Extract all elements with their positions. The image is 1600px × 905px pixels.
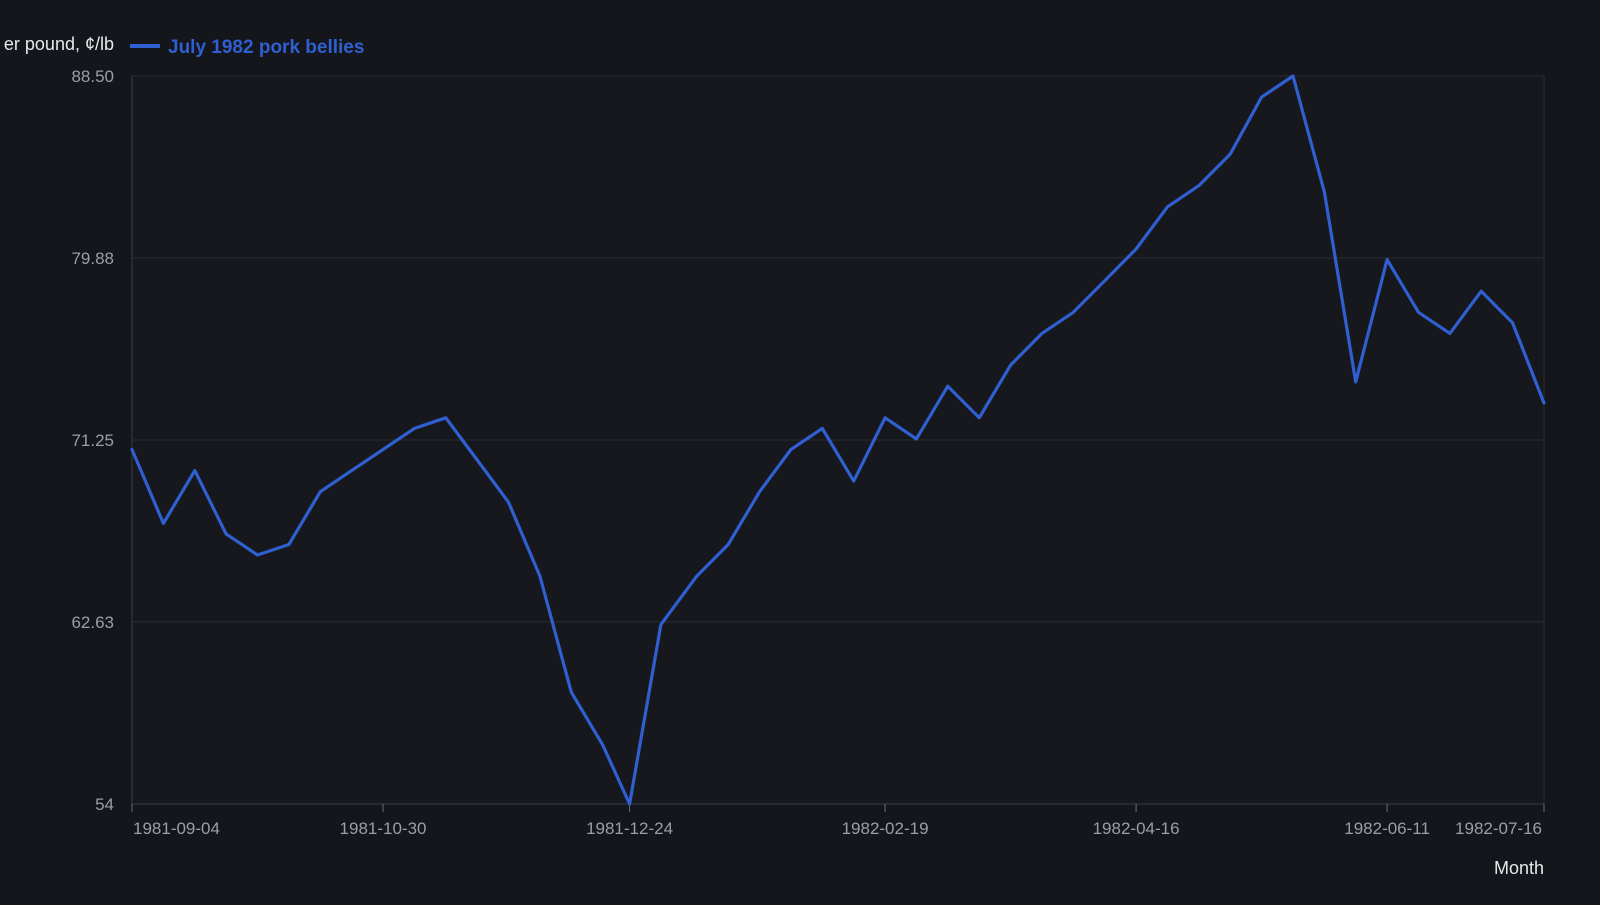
- x-axis: 1981-09-04 1981-10-30 1981-12-24 1982-02-19…: [131, 803, 1545, 838]
- x-tick-label: 1982-04-16: [1093, 819, 1180, 838]
- y-tick-label: 79.88: [71, 249, 114, 268]
- y-tick-label: 54: [95, 795, 114, 814]
- legend[interactable]: July 1982 pork bellies: [130, 37, 364, 58]
- x-tick-label: 1981-12-24: [586, 819, 673, 838]
- y-axis-title: er pound, ¢/lb: [4, 34, 114, 54]
- x-tick-label: 1981-09-04: [133, 819, 220, 838]
- legend-label-july-1982-pork-bellies[interactable]: July 1982 pork bellies: [168, 37, 364, 58]
- x-tick-label: 1982-02-19: [842, 819, 929, 838]
- y-tick-label: 62.63: [71, 613, 114, 632]
- y-tick-label: 88.50: [71, 67, 114, 86]
- x-tick-label: 1982-07-16: [1455, 819, 1542, 838]
- x-tick-label: 1982-06-11: [1344, 819, 1430, 838]
- series-line-0: [130, 74, 1546, 806]
- series-layer: [130, 74, 1546, 806]
- x-axis-title: Month: [1494, 858, 1544, 878]
- y-axis: 54 62.63 71.25 79.88 88.50: [71, 67, 133, 814]
- x-tick-label: 1981-10-30: [340, 819, 427, 838]
- y-tick-label: 71.25: [71, 431, 114, 450]
